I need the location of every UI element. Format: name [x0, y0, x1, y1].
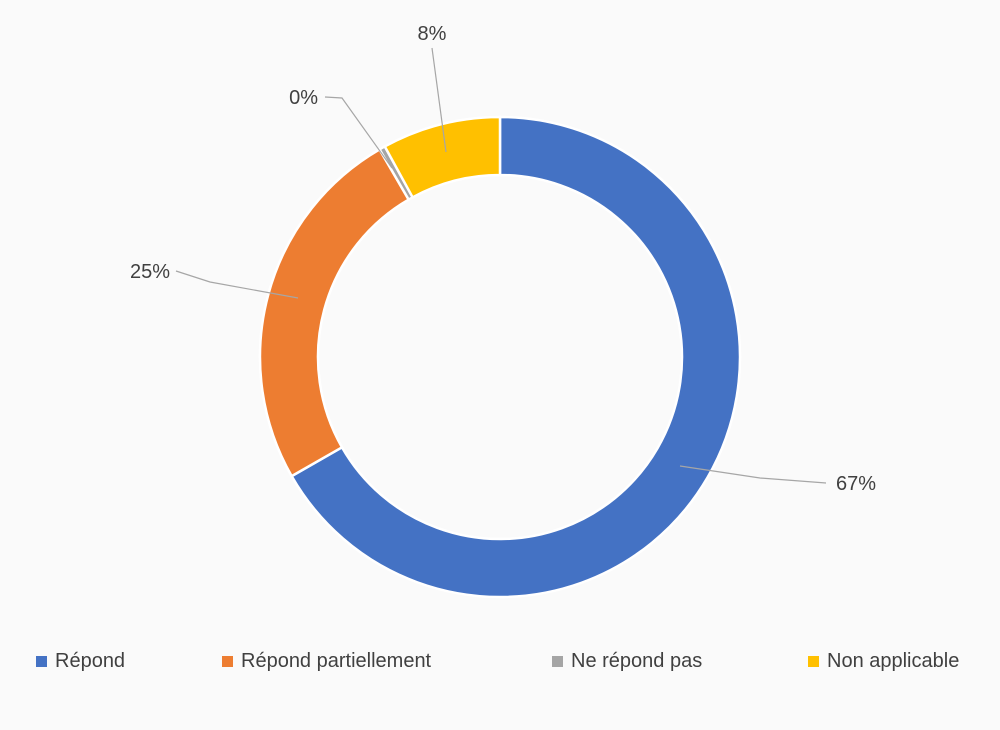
leader-line-repond	[679, 465, 827, 484]
legend: Répond Répond partiellement Ne répond pa…	[0, 650, 1000, 680]
leader-line-repond-partiellement	[175, 270, 299, 299]
slice-repond	[289, 115, 742, 599]
leader-line-non-applicable	[431, 47, 447, 153]
leader-lines	[175, 47, 827, 484]
data-labels: 67% 25% 0% 8%	[130, 23, 876, 495]
slice-repond-partiellement	[258, 147, 411, 478]
data-label-repond: 67%	[836, 473, 876, 495]
legend-swatch-non-applicable	[808, 656, 819, 667]
legend-item-ne-repond-pas: Ne répond pas	[552, 650, 702, 673]
legend-swatch-repond	[36, 656, 47, 667]
legend-swatch-repond-partiellement	[222, 656, 233, 667]
leader-line-ne-repond-pas	[324, 96, 393, 169]
donut-slices	[258, 115, 742, 599]
donut-plot-area: 67% 25% 0% 8%	[130, 23, 876, 599]
legend-item-repond: Répond	[36, 650, 125, 673]
legend-item-non-applicable: Non applicable	[808, 650, 959, 673]
legend-swatch-ne-repond-pas	[552, 656, 563, 667]
data-label-non-applicable: 8%	[418, 23, 447, 45]
legend-item-repond-partiellement: Répond partiellement	[222, 650, 431, 673]
data-label-repond-partiellement: 25%	[130, 261, 170, 283]
legend-label-non-applicable: Non applicable	[827, 650, 960, 672]
legend-label-repond: Répond	[55, 650, 126, 672]
data-label-ne-repond-pas: 0%	[289, 87, 318, 109]
slice-non-applicable	[383, 115, 502, 200]
legend-label-repond-partiellement: Répond partiellement	[241, 650, 432, 672]
legend-label-ne-repond-pas: Ne répond pas	[571, 650, 703, 672]
